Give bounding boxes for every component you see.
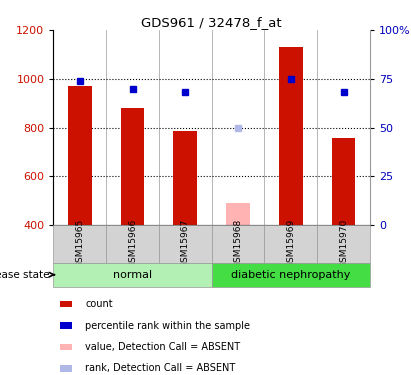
Title: GDS961 / 32478_f_at: GDS961 / 32478_f_at <box>141 16 282 29</box>
Bar <box>159 225 212 262</box>
Bar <box>53 225 106 262</box>
Text: GSM15969: GSM15969 <box>286 219 295 268</box>
Text: GSM15965: GSM15965 <box>75 219 84 268</box>
Bar <box>279 47 302 225</box>
Bar <box>332 138 356 225</box>
Text: disease state: disease state <box>0 270 49 280</box>
Text: GSM15967: GSM15967 <box>181 219 190 268</box>
Text: rank, Detection Call = ABSENT: rank, Detection Call = ABSENT <box>85 363 236 374</box>
Text: GSM15970: GSM15970 <box>339 219 348 268</box>
Bar <box>264 225 317 262</box>
Bar <box>68 86 92 225</box>
Bar <box>173 131 197 225</box>
Text: GSM15966: GSM15966 <box>128 219 137 268</box>
Bar <box>53 262 212 287</box>
Text: percentile rank within the sample: percentile rank within the sample <box>85 321 250 331</box>
Bar <box>317 225 370 262</box>
Bar <box>106 225 159 262</box>
Text: value, Detection Call = ABSENT: value, Detection Call = ABSENT <box>85 342 240 352</box>
Text: GSM15968: GSM15968 <box>233 219 242 268</box>
Bar <box>121 108 144 225</box>
Text: count: count <box>85 299 113 309</box>
Bar <box>60 301 72 307</box>
Text: diabetic nephropathy: diabetic nephropathy <box>231 270 351 280</box>
Text: normal: normal <box>113 270 152 280</box>
Bar <box>212 225 264 262</box>
Bar <box>226 203 250 225</box>
Bar <box>60 365 72 372</box>
Bar <box>212 262 370 287</box>
Bar <box>60 322 72 329</box>
Bar <box>60 344 72 350</box>
